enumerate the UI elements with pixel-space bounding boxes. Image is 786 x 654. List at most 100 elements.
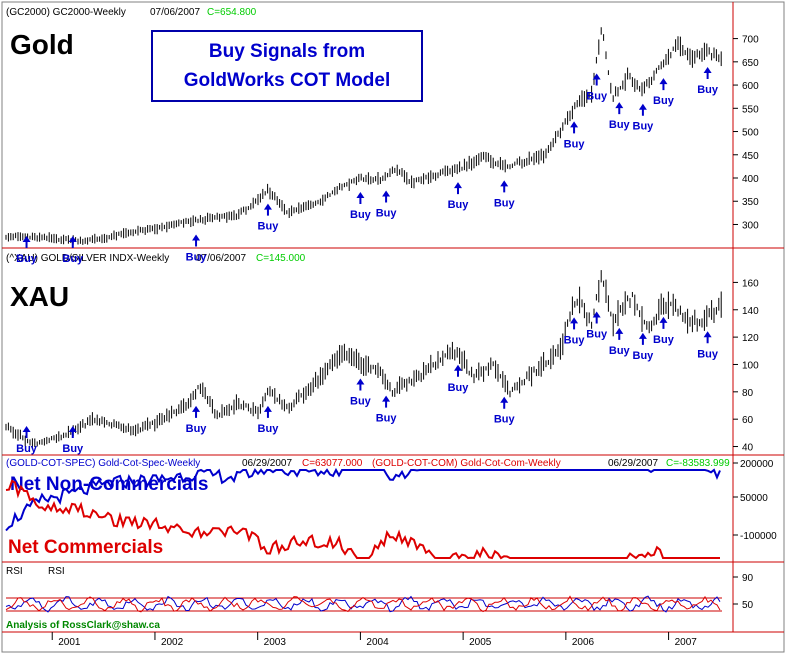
xau-buy-label: Buy [350, 395, 372, 407]
xau-buy-label: Buy [376, 413, 398, 425]
xau-buy-arrow [68, 426, 77, 438]
cot-com-date: 06/29/2007 [608, 458, 658, 469]
xau-buy-label: Buy [16, 443, 38, 455]
gold-y-tick-label: 550 [742, 104, 759, 115]
title-box-line-1: Buy Signals from [209, 41, 365, 62]
xau-buy-label: Buy [448, 382, 470, 394]
xau-buy-arrow [500, 396, 509, 409]
gold-buy-arrow [500, 180, 509, 193]
rsi-com-line [5, 595, 721, 613]
gold-buy-arrow [592, 73, 601, 86]
x-year-label: 2003 [264, 637, 287, 648]
rsi-spec-line [5, 595, 721, 613]
gold-buy-label: Buy [350, 209, 372, 221]
x-year-label: 2001 [58, 637, 81, 648]
rsi-label-2: RSI [48, 566, 65, 577]
xau-buy-arrow [703, 331, 712, 344]
xau-y-tick-label: 40 [742, 443, 754, 454]
gold-buy-label: Buy [586, 91, 608, 103]
xau-buy-arrow [382, 395, 391, 408]
gold-buy-label: Buy [564, 138, 586, 150]
xau-buy-label: Buy [586, 328, 608, 340]
gold-buy-arrow [263, 203, 272, 216]
xau-y-tick-label: 80 [742, 388, 754, 399]
gold-buy-label: Buy [609, 119, 631, 131]
xau-buy-arrow [570, 317, 579, 330]
xau-buy-label: Buy [62, 443, 84, 455]
gold-header-date: 07/06/2007 [150, 7, 200, 18]
xau-buy-arrow [356, 378, 365, 391]
gold-buy-label: Buy [448, 199, 470, 211]
xau-y-tick-label: 160 [742, 278, 759, 289]
gold-buy-label: Buy [376, 207, 398, 219]
xau-buy-label: Buy [564, 334, 586, 346]
gold-buy-arrow [68, 236, 77, 248]
gold-big-label: Gold [10, 29, 74, 60]
xau-buy-arrow [192, 405, 201, 418]
xau-buy-arrow [659, 316, 668, 329]
xau-buy-arrow [592, 311, 601, 324]
xau-buy-label: Buy [653, 334, 675, 346]
cot-spec-date: 06/29/2007 [242, 458, 292, 469]
title-box [151, 30, 423, 102]
xau-buy-arrow [22, 426, 31, 438]
xau-buy-label: Buy [258, 423, 280, 435]
gold-buy-arrow [22, 236, 31, 248]
gold-buy-arrow [192, 234, 201, 247]
gold-y-tick-label: 300 [742, 220, 759, 231]
gold-y-tick-label: 600 [742, 81, 759, 92]
gold-buy-label: Buy [697, 84, 719, 96]
x-year-label: 2007 [675, 637, 698, 648]
xau-buy-label: Buy [494, 414, 516, 426]
xau-buy-label: Buy [697, 348, 719, 360]
gold-buy-label: Buy [258, 221, 280, 233]
gold-buy-label: Buy [186, 252, 208, 264]
rsi-y-tick-label: 90 [742, 573, 754, 584]
rsi-label-1: RSI [6, 566, 23, 577]
xau-big-label: XAU [10, 281, 69, 312]
gold-buy-label: Buy [62, 253, 84, 265]
commercials-label: Net Commercials [8, 537, 163, 558]
gold-buy-label: Buy [633, 121, 655, 133]
x-year-label: 2002 [161, 637, 184, 648]
credit-text: Analysis of RossClark@shaw.ca [6, 620, 160, 631]
gold-buy-arrow [570, 121, 579, 134]
xau-buy-arrow [453, 364, 462, 377]
x-year-label: 2006 [572, 637, 595, 648]
commercials-line [5, 479, 720, 560]
xau-header-date: 07/06/2007 [196, 253, 246, 264]
gold-y-tick-label: 500 [742, 128, 759, 139]
xau-y-tick-label: 140 [742, 306, 759, 317]
x-year-label: 2005 [469, 637, 492, 648]
cot-y-tick-label: -100000 [740, 531, 777, 542]
cot-y-tick-label: 50000 [740, 493, 768, 504]
xau-buy-label: Buy [633, 350, 655, 362]
gold-y-tick-label: 350 [742, 197, 759, 208]
gold-buy-arrow [382, 190, 391, 203]
gold-buy-arrow [703, 66, 712, 79]
cot-com-header: (GOLD-COT-COM) Gold-Cot-Com-Weekly [372, 458, 561, 469]
gold-y-tick-label: 700 [742, 35, 759, 46]
gold-buy-arrow [638, 103, 647, 116]
non-commercials-line [5, 467, 721, 532]
rsi-y-tick-label: 50 [742, 600, 754, 611]
gold-buy-arrow [356, 192, 365, 205]
title-box-line-2: GoldWorks COT Model [184, 70, 391, 91]
xau-buy-label: Buy [609, 345, 631, 357]
cot-spec-close: C=63077.000 [302, 458, 363, 469]
gold-buy-arrow [615, 102, 624, 115]
xau-buy-label: Buy [186, 423, 208, 435]
gold-y-tick-label: 650 [742, 58, 759, 69]
xau-header-close: C=145.000 [256, 253, 306, 264]
gold-header-close: C=654.800 [207, 7, 257, 18]
xau-y-tick-label: 120 [742, 333, 759, 344]
gold-header-symbol: (GC2000) GC2000-Weekly [6, 7, 126, 18]
cot-spec-header: (GOLD-COT-SPEC) Gold-Cot-Spec-Weekly [6, 458, 200, 469]
gold-buy-arrow [453, 182, 462, 195]
xau-buy-arrow [263, 405, 272, 418]
gold-buy-label: Buy [653, 95, 675, 107]
xau-y-tick-label: 60 [742, 415, 754, 426]
xau-y-tick-label: 100 [742, 360, 759, 371]
